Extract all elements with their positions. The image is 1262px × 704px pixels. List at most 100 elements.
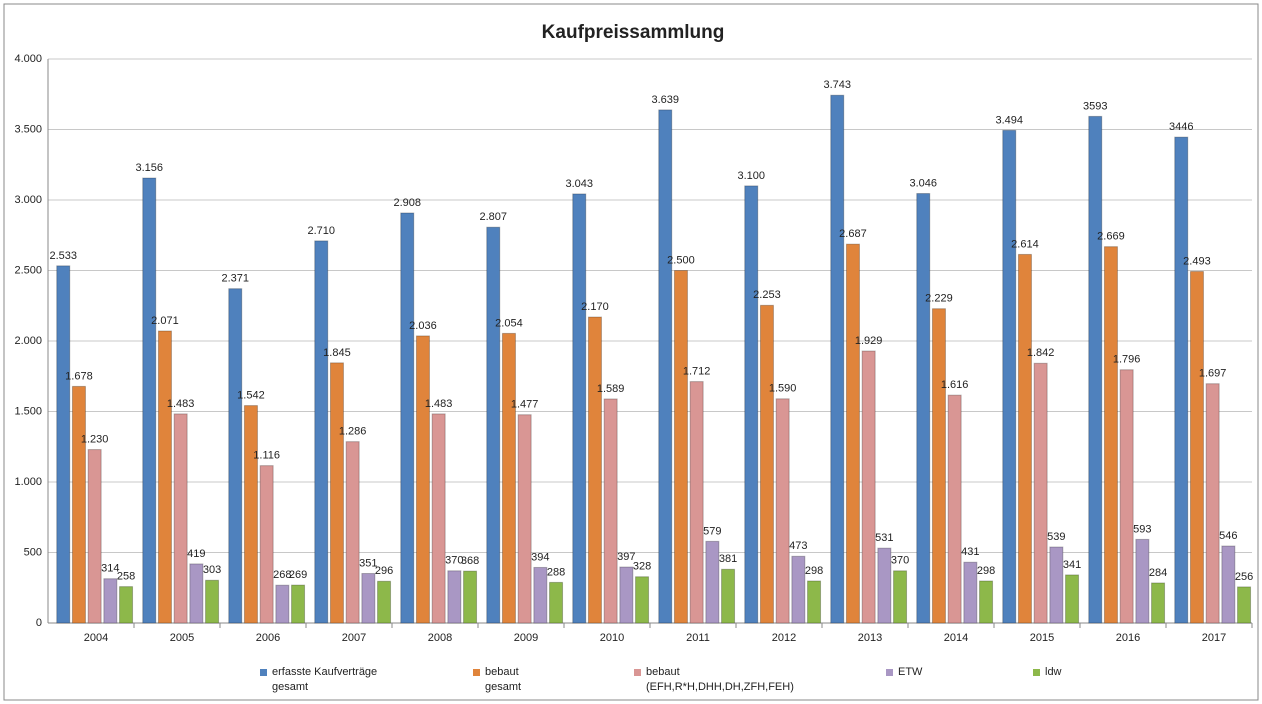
x-tick-label: 2007	[342, 632, 366, 644]
bar	[877, 547, 892, 624]
data-label: 296	[375, 565, 393, 577]
legend-swatch	[260, 669, 267, 676]
data-label: 1.616	[941, 379, 969, 391]
bar	[673, 270, 688, 624]
data-label: 256	[1235, 571, 1253, 583]
bar	[157, 330, 172, 624]
legend-swatch	[886, 669, 893, 676]
bar	[1174, 136, 1189, 624]
data-label: 3.639	[651, 94, 679, 106]
bar	[1088, 115, 1103, 624]
bar	[1049, 546, 1064, 624]
bar	[71, 385, 86, 624]
bar	[861, 350, 876, 624]
data-label: 2.493	[1183, 255, 1211, 267]
data-label: 284	[1149, 567, 1167, 579]
bar	[705, 540, 720, 624]
y-tick-label: 1.000	[14, 476, 42, 488]
bar	[87, 449, 102, 624]
bar	[142, 177, 157, 624]
x-tick-label: 2005	[170, 632, 194, 644]
data-label: 2.054	[495, 317, 523, 329]
data-label: 1.929	[855, 335, 883, 347]
data-label: 298	[977, 565, 995, 577]
data-label: 3446	[1169, 121, 1193, 133]
bar	[1002, 129, 1017, 624]
bar	[721, 568, 736, 624]
bar	[533, 566, 548, 624]
bar	[1103, 246, 1118, 624]
bar	[1033, 362, 1048, 624]
bar	[228, 288, 243, 624]
bar	[791, 555, 806, 624]
bar	[1065, 574, 1080, 624]
bar	[517, 414, 532, 624]
data-label: 473	[789, 540, 807, 552]
data-label: 341	[1063, 559, 1081, 571]
bar	[486, 226, 501, 624]
data-label: 328	[633, 561, 651, 573]
data-label: 1.477	[511, 399, 539, 411]
legend-item: ldw	[1033, 665, 1105, 680]
data-label: 3.156	[135, 162, 163, 174]
bar	[1119, 369, 1134, 624]
data-label: 419	[187, 548, 205, 560]
bar	[119, 586, 134, 624]
bar	[501, 332, 516, 624]
bar	[587, 316, 602, 624]
bar	[447, 570, 462, 624]
data-label: 288	[547, 566, 565, 578]
bar	[619, 566, 634, 624]
legend-label: ETW	[898, 666, 923, 678]
bar	[377, 580, 392, 624]
bar	[345, 441, 360, 624]
data-label: 1.590	[769, 383, 797, 395]
bar	[893, 570, 908, 624]
legend-item: bebaut gesamt	[473, 665, 545, 695]
data-label: 2.253	[753, 289, 781, 301]
data-label: 397	[617, 551, 635, 563]
y-tick-label: 2.000	[14, 335, 42, 347]
data-label: 1.697	[1199, 368, 1227, 380]
legend-swatch	[1033, 669, 1040, 676]
data-label: 2.229	[925, 293, 953, 305]
bar	[205, 579, 220, 624]
data-label: 546	[1219, 530, 1237, 542]
bar	[291, 584, 306, 624]
data-label: 1.589	[597, 383, 625, 395]
chart-frame	[3, 3, 1259, 701]
x-tick-label: 2008	[428, 632, 452, 644]
chart-title: Kaufpreissammlung	[542, 22, 725, 43]
y-tick-label: 0	[36, 617, 42, 629]
x-tick-label: 2006	[256, 632, 280, 644]
bar	[103, 578, 118, 624]
bar	[56, 265, 71, 624]
data-label: 1.712	[683, 366, 711, 378]
data-label: 381	[719, 553, 737, 565]
bar	[947, 394, 962, 624]
bar	[830, 94, 845, 624]
data-label: 298	[805, 565, 823, 577]
bar	[549, 581, 564, 624]
data-label: 431	[961, 546, 979, 558]
bar	[807, 580, 822, 624]
data-label: 1.845	[323, 347, 351, 359]
bar	[1135, 538, 1150, 624]
bar	[916, 193, 931, 624]
data-label: 1.842	[1027, 347, 1055, 359]
legend-swatch	[473, 669, 480, 676]
data-label: 1.230	[81, 433, 109, 445]
data-label: 2.371	[221, 273, 249, 285]
bar	[1151, 582, 1166, 624]
data-label: 2.807	[479, 211, 507, 223]
bar	[243, 405, 258, 624]
data-label: 303	[203, 564, 221, 576]
bar	[314, 240, 329, 624]
bar	[1205, 383, 1220, 624]
bar	[603, 398, 618, 624]
data-label: 1.483	[425, 398, 453, 410]
data-label: 2.687	[839, 228, 867, 240]
y-tick-label: 3.000	[14, 194, 42, 206]
data-label: 2.710	[307, 225, 335, 237]
